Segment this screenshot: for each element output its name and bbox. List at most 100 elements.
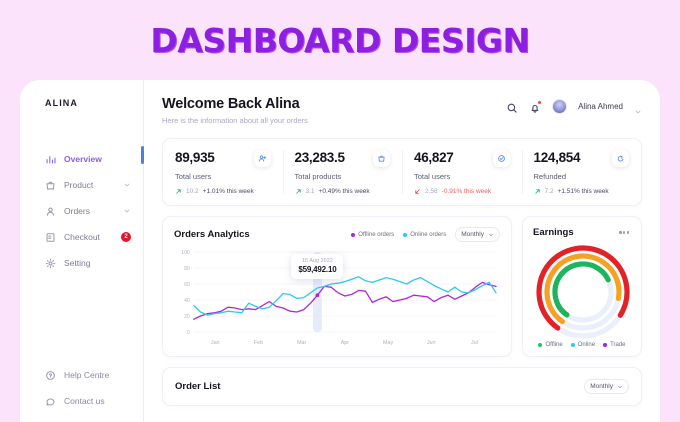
stat-top: 46,827 [414, 150, 510, 167]
stat-label: Total products [294, 172, 342, 181]
legend-item-trade: Trade [603, 342, 626, 348]
stat-value: 124,854 [533, 150, 581, 165]
svg-text:Apr: Apr [341, 340, 350, 346]
stat-top: 124,854 [533, 150, 629, 167]
legend-label: Offline orders [358, 231, 395, 238]
arrow-down-icon [414, 188, 421, 195]
svg-text:May: May [383, 340, 393, 346]
sidebar-item-help-centre[interactable]: Help Centre [20, 362, 143, 388]
stat-label: Total users [414, 172, 451, 181]
svg-text:Jun: Jun [427, 340, 436, 346]
arrow-up-icon [175, 188, 182, 195]
svg-text:Feb: Feb [254, 340, 263, 346]
bag-icon [373, 150, 390, 167]
stat-delta-number: 7.2 [544, 188, 554, 195]
banner-title: DASHBOARD DESIGN [150, 20, 530, 60]
stat-delta: 10.2 +1.01% this week [175, 188, 271, 195]
chat-icon [45, 396, 56, 407]
chevron-down-icon[interactable] [634, 103, 642, 113]
chevron-down-icon[interactable] [123, 207, 131, 215]
panel-title: Orders Analytics [174, 229, 250, 240]
legend-item-offline: Offline [538, 342, 563, 348]
stat-value: 23,283.5 [294, 150, 345, 165]
line-chart-svg: 0 20 40 60 80 100 Jan Feb Mar Apr May Jun Jul [181, 250, 497, 346]
sidebar-item-overview[interactable]: Overview [20, 146, 144, 172]
orders-analytics-panel: Orders Analytics Offline orders Online o… [162, 216, 512, 357]
chevron-down-icon[interactable] [123, 181, 131, 189]
header-text-block: Welcome Back Alina Here is the informati… [162, 96, 308, 125]
sidebar-item-checkout[interactable]: Checkout 2 [20, 224, 143, 250]
legend-label: Online orders [410, 231, 447, 238]
panel-header: Orders Analytics Offline orders Online o… [174, 227, 500, 242]
avatar[interactable] [552, 99, 568, 114]
receipt-icon [45, 232, 56, 243]
sidebar: ALINA Overview Product [20, 80, 144, 422]
legend-color-swatch [403, 232, 408, 237]
stat-delta: 7.2 +1.51% this week [534, 188, 630, 195]
legend-color-swatch [570, 343, 575, 347]
page-title: Welcome Back Alina [162, 96, 300, 112]
sidebar-item-contact-us[interactable]: Contact us [20, 388, 143, 414]
order-list-period-value: Monthly [590, 383, 613, 390]
stat-delta: 2.56 -0.91% this week [414, 188, 510, 195]
check-circle-icon [492, 150, 510, 167]
sidebar-item-setting[interactable]: Setting [20, 250, 143, 276]
svg-text:0: 0 [187, 330, 190, 336]
search-icon[interactable] [506, 101, 518, 113]
earnings-legend: Offline Online Trade [523, 342, 641, 348]
stat-card-total-users: 89,935 Total users 10.2 +1.01% this week [163, 139, 283, 205]
legend-color-swatch [603, 343, 608, 347]
bar-chart-icon [45, 154, 56, 165]
orders-analytics-chart: 0 20 40 60 80 100 Jan Feb Mar Apr May Jun Jul 15 Aug… [174, 248, 500, 348]
svg-text:80: 80 [184, 266, 190, 272]
sidebar-item-product[interactable]: Product [20, 172, 143, 198]
panel-header: Earnings [533, 227, 631, 238]
stat-label: Refunded [533, 172, 567, 181]
svg-text:Jan: Jan [211, 340, 220, 346]
stat-value: 89,935 [175, 150, 215, 165]
sidebar-item-orders[interactable]: Orders [20, 198, 143, 224]
stat-top: 89,935 [175, 150, 271, 167]
main-content: Welcome Back Alina Here is the informati… [144, 80, 660, 422]
stat-card-total-products: 23,283.5 Total products 3.1 +0.49% this … [282, 139, 403, 205]
svg-text:100: 100 [181, 250, 190, 256]
user-add-icon [253, 150, 271, 167]
bell-icon[interactable] [529, 100, 542, 113]
user-icon [45, 206, 56, 217]
legend-label: Online [577, 342, 596, 348]
sidebar-item-label: Product [64, 180, 94, 190]
app-window: ALINA Overview Product [20, 80, 660, 422]
sidebar-nav: Overview Product Orders [20, 146, 144, 276]
stat-value: 46,827 [414, 150, 454, 165]
sidebar-item-label: Overview [64, 154, 102, 164]
order-list-period-select[interactable]: Monthly [584, 379, 629, 394]
panels-row: Orders Analytics Offline orders Online o… [162, 216, 642, 357]
more-icon[interactable] [617, 229, 631, 235]
svg-text:20: 20 [184, 314, 190, 320]
earnings-donut-chart [536, 245, 630, 339]
stat-delta-percent: +1.01% this week [202, 188, 254, 195]
user-name: Alina Ahmed [578, 102, 623, 111]
stat-delta-percent: +1.51% this week [557, 188, 609, 195]
header: Welcome Back Alina Here is the informati… [162, 96, 642, 125]
banner: DASHBOARD DESIGN [0, 0, 680, 80]
legend-color-swatch [538, 343, 543, 347]
stat-top: 23,283.5 [294, 150, 390, 167]
page-subtitle: Here is the information about all your o… [162, 116, 308, 125]
stat-delta: 3.1 +0.49% this week [295, 188, 391, 195]
stat-card-total-users-2: 46,827 Total users 2.56 -0.91% this week [402, 139, 522, 205]
gear-icon [45, 258, 56, 269]
sidebar-item-label: Contact us [64, 396, 105, 406]
sidebar-item-label: Help Centre [64, 370, 110, 380]
legend-item-online-orders: Online orders [403, 232, 446, 238]
analytics-period-value: Monthly [461, 231, 484, 238]
svg-text:Jul: Jul [471, 340, 478, 346]
sidebar-item-label: Setting [64, 258, 91, 268]
stat-delta-percent: -0.91% this week [441, 188, 492, 195]
arrow-up-icon [534, 188, 541, 195]
stat-card-refunded: 124,854 Refunded 7.2 +1.51% this week [521, 139, 642, 205]
analytics-period-select[interactable]: Monthly [455, 227, 500, 242]
bag-icon [45, 180, 56, 191]
legend-item-offline-orders: Offline orders [351, 232, 394, 238]
